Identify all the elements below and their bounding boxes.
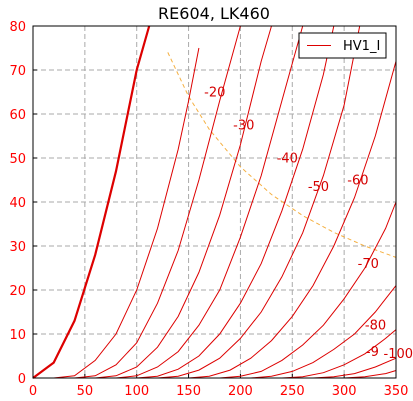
plate-curve [74, 25, 241, 379]
curve-label: -9 [366, 345, 379, 360]
curve-label: -60 [347, 173, 368, 188]
x-tick-label: 0 [29, 384, 37, 399]
plate-curve [250, 285, 397, 379]
y-tick-label: 40 [9, 196, 26, 211]
y-tick-label: 50 [9, 152, 26, 167]
curve-label: -30 [233, 118, 254, 133]
x-tick-label: 350 [384, 384, 409, 399]
x-tick-label: 100 [124, 384, 149, 399]
tick-labels: 0 50 100 150 200 250 300 350 0 10 20 30 40 50 60 70 80 [9, 20, 408, 399]
plate-curve [188, 61, 397, 379]
curve-label: -20 [204, 85, 225, 100]
grid [32, 25, 397, 379]
plate-curve [136, 25, 335, 379]
x-tick-label: 300 [332, 384, 357, 399]
plate-curve [115, 25, 304, 379]
plate-curve [219, 201, 397, 379]
plot-frame [32, 25, 397, 379]
legend: HV1_I [298, 32, 387, 59]
x-tick-label: 150 [176, 384, 201, 399]
plate-curve [281, 329, 397, 379]
dissipation-line [167, 52, 397, 258]
plate-curve [53, 47, 200, 379]
y-tick-label: 20 [9, 284, 26, 299]
curve-label: -70 [358, 257, 379, 272]
plate-curve [95, 25, 272, 379]
y-tick-label: 0 [18, 372, 26, 387]
curve-label: -100 [384, 347, 413, 362]
curve-label: -80 [365, 319, 386, 334]
x-tick-label: 50 [77, 384, 94, 399]
y-tick-label: 70 [9, 64, 26, 79]
y-tick-label: 30 [9, 240, 26, 255]
y-tick-label: 80 [9, 20, 26, 35]
curve-label: -50 [308, 180, 329, 195]
plate-curve [312, 357, 397, 379]
y-tick-label: 60 [9, 108, 26, 123]
curve-label: -40 [277, 151, 298, 166]
plate-curve [32, 25, 151, 379]
plate-curve [344, 370, 397, 379]
plate-curve [157, 25, 361, 379]
chart-title: RE604, LK460 [158, 4, 270, 23]
x-tick-label: 250 [280, 384, 305, 399]
dissipation-curve [167, 52, 397, 258]
legend-label: HV1_I [343, 39, 380, 54]
curve-labels: -20 -30 -40 -50 -60 -70 -80 -9 -100 [204, 85, 413, 362]
x-tick-label: 200 [228, 384, 253, 399]
plate-curves [32, 25, 397, 379]
y-tick-label: 10 [9, 328, 26, 343]
